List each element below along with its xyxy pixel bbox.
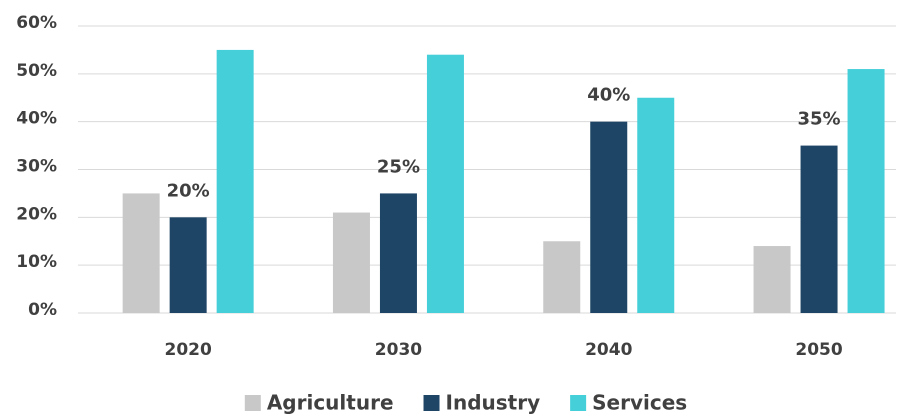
data-label: 25% [377,156,420,177]
bar [169,217,207,313]
x-tick-label: 2040 [585,340,632,360]
y-tick-label: 0% [28,300,57,320]
bar [847,69,885,313]
x-tick-label: 2050 [795,340,842,360]
bar [122,193,160,313]
bar [379,193,417,313]
x-tick-label: 2020 [164,340,211,360]
x-tick-label: 2030 [375,340,422,360]
bar [332,212,370,313]
y-tick-label: 20% [16,204,57,224]
y-tick-label: 60% [16,13,57,33]
bar [426,54,464,313]
bar [637,97,675,313]
legend-swatch [423,395,440,411]
y-tick-label: 10% [16,252,57,272]
bar [753,246,791,313]
legend-label: Agriculture [267,391,394,414]
data-label: 35% [798,109,841,130]
y-tick-label: 40% [16,109,57,129]
legend-swatch [570,395,587,411]
legend-swatch [244,395,261,411]
bar [543,241,581,313]
bar [216,49,254,314]
data-label: 40% [587,85,630,106]
data-label: 20% [167,180,210,201]
bar [800,145,838,313]
legend-label: Industry [446,391,541,414]
y-tick-label: 50% [16,61,57,81]
legend-label: Services [592,391,687,414]
y-tick-label: 30% [16,157,57,177]
bar [590,121,628,314]
